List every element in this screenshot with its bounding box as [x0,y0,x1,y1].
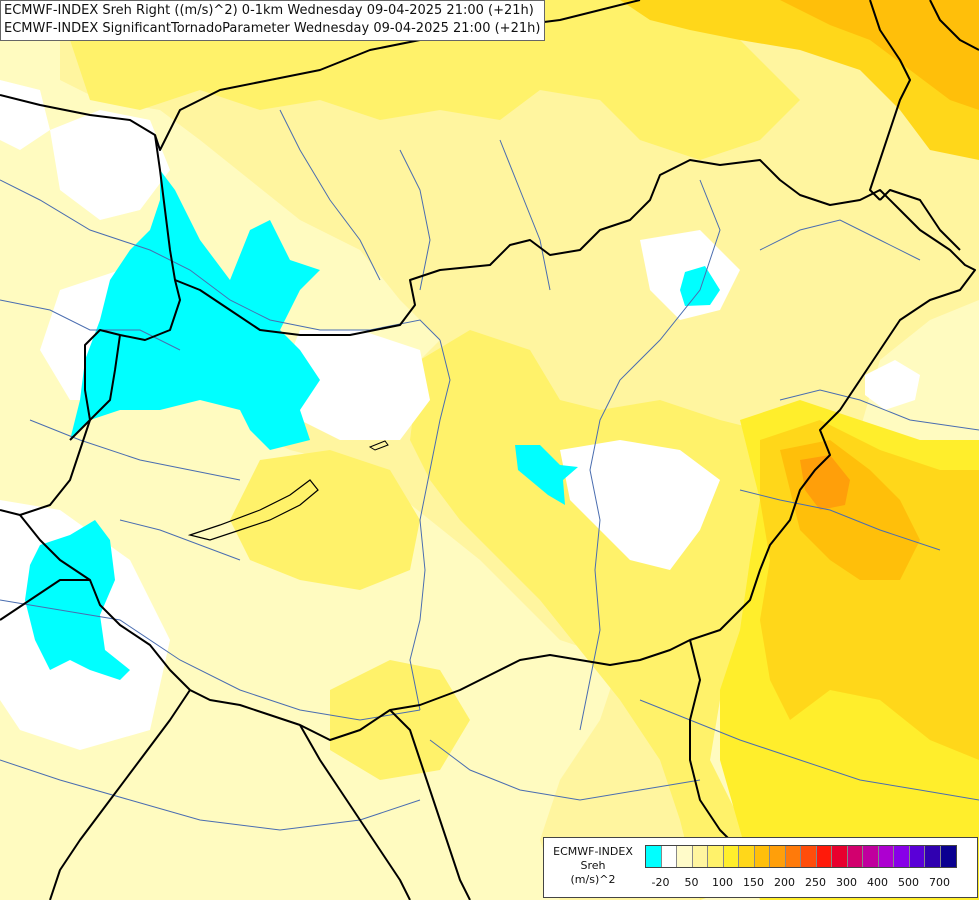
river-east-1 [779,389,979,431]
river-east-2 [739,489,941,551]
lake-small [368,440,389,451]
border-southwest-2 [0,509,21,516]
border-east-top [929,0,979,51]
field-dark-orange-east [800,455,850,510]
legend-swatch [832,846,848,867]
legend-swatch [770,846,786,867]
legend-swatch [940,846,956,867]
legend-label-unit: (m/s)^2 [570,873,616,886]
river-lower [429,739,701,801]
legend-tick-label: 150 [743,876,764,889]
legend-swatch [708,846,724,867]
legend-swatch [863,846,879,867]
legend-swatch [847,846,863,867]
legend-tick-label: 700 [929,876,950,889]
river-north-1 [279,109,381,281]
river-north-3 [499,139,551,291]
legend-tick-label: 50 [684,876,699,889]
legend-tick-label: 200 [774,876,795,889]
river-west-small [119,519,241,561]
field-yellow-west [230,450,420,590]
legend-swatch [754,846,770,867]
field-cyan-west [70,170,320,450]
title-line-sreh: ECMWF-INDEX Sreh Right ((m/s)^2) 0-1km W… [4,3,534,18]
river-drava [0,599,421,721]
legend-color-bar [645,845,957,868]
river-northeast [759,219,921,261]
border-northeast-link [879,189,961,251]
legend-swatch [878,846,894,867]
legend-swatch [909,846,925,867]
border-north-east [869,0,911,201]
legend-tick-label: 300 [836,876,857,889]
river-danube-bend [409,339,451,711]
legend-label: ECMWF-INDEX Sreh (m/s)^2 [544,845,642,887]
legend-swatch [661,846,677,867]
legend-tick-label: 400 [867,876,888,889]
legend-swatch [801,846,817,867]
legend-tick-label: 500 [898,876,919,889]
lake-balaton [187,479,319,541]
field-white-center [280,330,430,440]
border-west [154,134,176,281]
legend-swatch [816,846,832,867]
field-white-middle [560,440,720,570]
field-white-northwest [50,110,170,220]
river-north-2 [399,149,431,291]
legend-swatch [646,846,662,867]
legend-label-variable: Sreh [580,859,606,872]
border-south-west-2 [299,724,411,900]
legend-swatch [677,846,693,867]
legend-tick-label: 250 [805,876,826,889]
field-white-east-spot [865,360,920,410]
title-line-stp: ECMWF-INDEX SignificantTornadoParameter … [4,21,541,36]
field-cyan-north [680,266,720,306]
field-cyan-southwest [25,520,130,680]
border-southwest [0,579,90,621]
legend-swatch [739,846,755,867]
legend-swatch [692,846,708,867]
legend-swatch [785,846,801,867]
map-title-box: ECMWF-INDEX Sreh Right ((m/s)^2) 0-1km W… [0,0,546,41]
field-cyan-center [515,445,578,505]
border-south-west [49,689,191,900]
color-legend: ECMWF-INDEX Sreh (m/s)^2 -20 50 100 150 200 2… [543,837,978,898]
legend-tick-label: -20 [651,876,670,889]
legend-swatch [894,846,910,867]
river-tisza [579,179,721,731]
field-orange-northeast [780,0,979,110]
border-south [389,709,471,900]
border-west-2 [69,334,121,441]
legend-swatch [723,846,739,867]
legend-swatch [925,846,941,867]
legend-tick-labels: -20 50 100 150 200 250 300 400 500 700 [645,876,965,890]
legend-tick-label: 100 [712,876,733,889]
legend-label-source: ECMWF-INDEX [553,845,633,858]
river-west-2 [29,419,241,481]
